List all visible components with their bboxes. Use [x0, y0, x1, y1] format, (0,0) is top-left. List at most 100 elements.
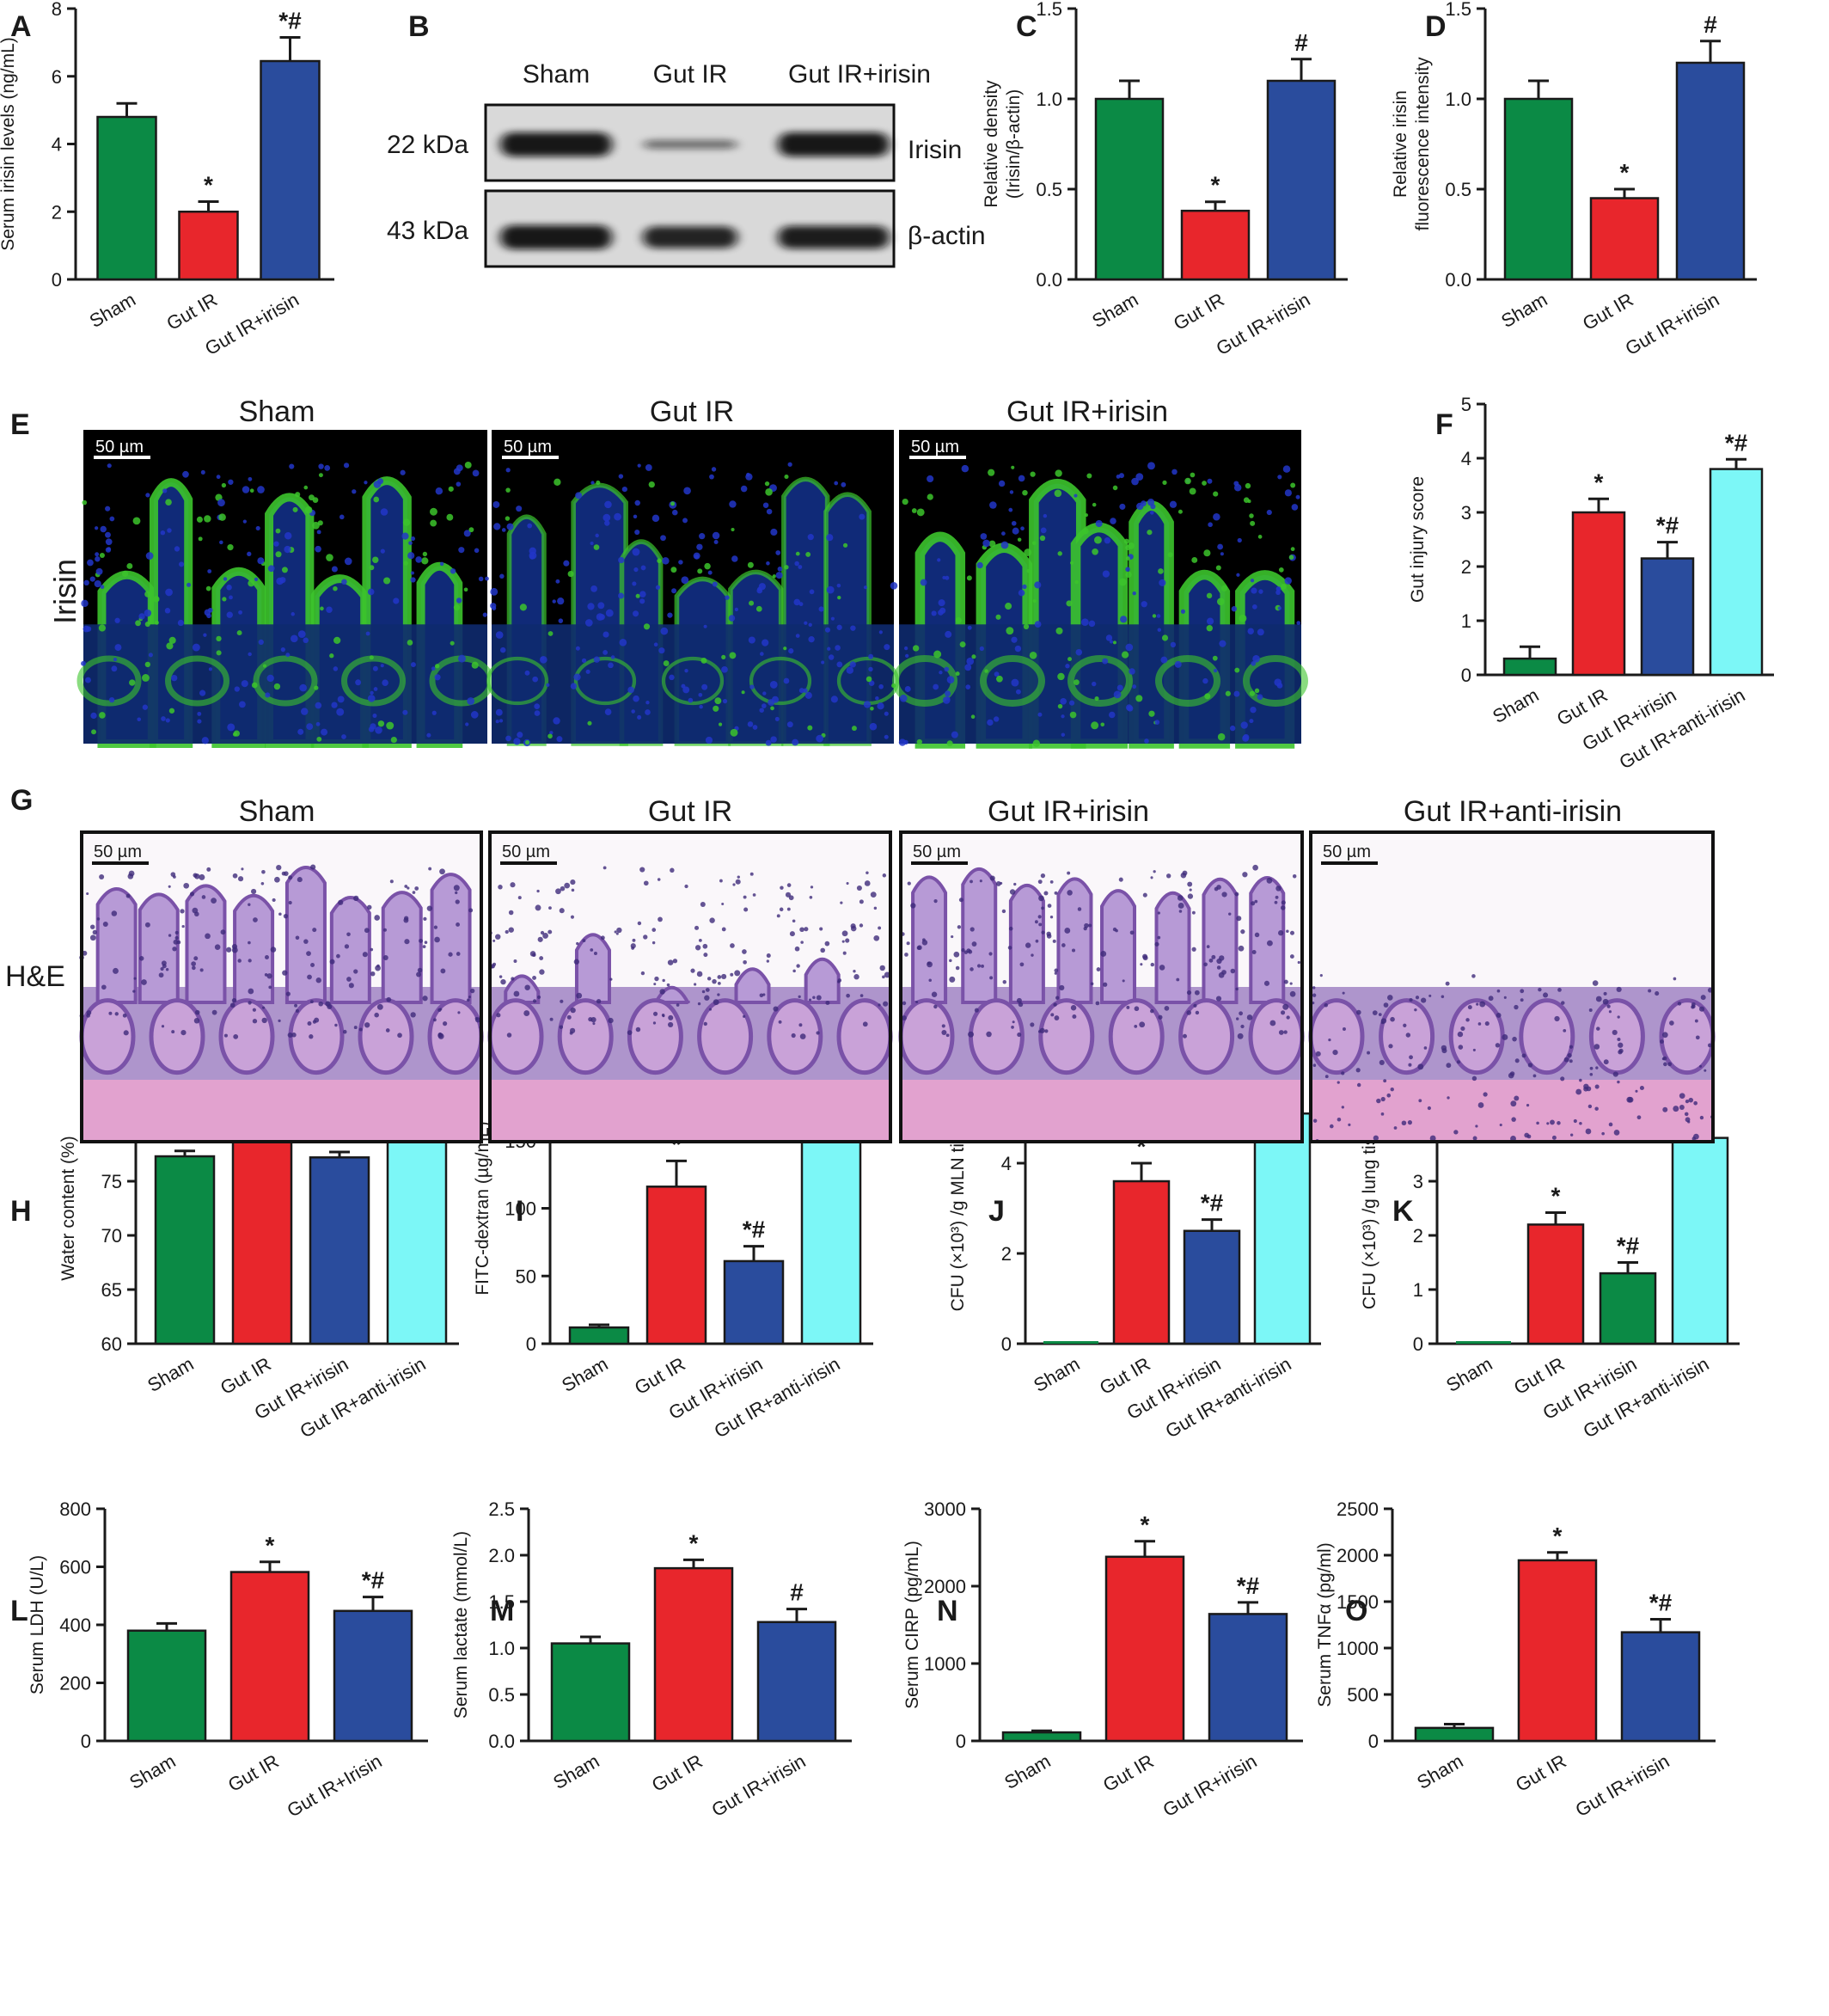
nucleus: [1178, 910, 1183, 913]
nucleus: [559, 1025, 564, 1029]
fluorescent-dot: [1057, 703, 1063, 709]
nucleus: [241, 867, 244, 871]
fluorescent-dot: [227, 723, 236, 732]
fluorescent-dot: [721, 654, 726, 659]
nucleus: [1471, 1075, 1477, 1082]
y-tick-label: 1.0: [1445, 89, 1471, 110]
nucleus: [1386, 995, 1393, 1001]
crypt: [1308, 998, 1365, 1075]
y-tick-label: 0: [52, 269, 62, 291]
nucleus: [1341, 1071, 1345, 1075]
fluorescent-dot: [553, 717, 560, 725]
nucleus: [252, 1008, 256, 1012]
x-tick-label: Sham: [1000, 1750, 1054, 1793]
fluorescent-dot: [468, 527, 474, 533]
nucleus: [268, 985, 272, 990]
fluorescent-dot: [285, 653, 291, 658]
fluorescent-dot: [105, 506, 111, 512]
fluorescent-dot: [1208, 522, 1213, 528]
nucleus: [922, 938, 926, 942]
nucleus: [90, 924, 95, 929]
fluorescent-dot: [1203, 549, 1211, 557]
nucleus: [1538, 988, 1542, 992]
scale-bar: 50 µm: [92, 843, 149, 865]
x-tick-label: Gut IR: [1099, 1750, 1158, 1796]
nucleus: [743, 1014, 746, 1018]
nucleus: [168, 885, 171, 888]
nucleus: [426, 905, 433, 911]
nucleus: [759, 993, 764, 998]
fluorescent-dot: [1125, 545, 1131, 551]
nucleus: [291, 1033, 297, 1038]
fluorescent-dot: [755, 605, 762, 612]
nucleus: [283, 914, 289, 919]
significance-mark: *: [689, 1529, 699, 1556]
nucleus: [883, 1001, 889, 1007]
fluorescent-dot: [1141, 601, 1147, 608]
fluorescent-dot: [1147, 462, 1155, 470]
fluorescent-dot: [200, 469, 205, 475]
nucleus: [662, 1014, 665, 1018]
fluorescent-dot: [721, 665, 728, 673]
nucleus: [1699, 1115, 1704, 1120]
nucleus: [1378, 1013, 1382, 1016]
muscle-layer: [490, 1080, 890, 1142]
fluorescent-dot: [898, 738, 907, 746]
nucleus: [1008, 926, 1013, 931]
fluorescent-dot: [1030, 471, 1036, 477]
nucleus: [988, 952, 993, 956]
nucleus: [1550, 1119, 1555, 1125]
villus: [284, 866, 327, 1004]
nucleus: [303, 939, 309, 944]
nucleus: [1054, 968, 1059, 973]
fluorescent-dot: [492, 500, 500, 508]
fluorescent-dot: [558, 618, 564, 623]
nucleus: [1546, 1122, 1550, 1125]
bar-gut-ir-irisin: [1675, 61, 1746, 281]
fluorescent-dot: [326, 606, 333, 613]
nucleus: [1673, 977, 1677, 981]
fluorescent-dot: [869, 722, 878, 731]
x-tick-label: Gut IR: [1512, 1750, 1570, 1796]
fluorescent-dot: [247, 551, 252, 557]
nucleus: [789, 931, 795, 937]
fluorescent-dot: [369, 655, 374, 660]
fluorescent-dot: [1162, 480, 1167, 485]
fluorescent-dot: [1144, 738, 1149, 744]
nucleus: [1475, 1124, 1478, 1128]
fluorescent-dot: [386, 721, 395, 730]
nucleus: [850, 925, 857, 932]
fluorescent-dot: [1213, 512, 1220, 521]
nucleus: [295, 935, 300, 941]
fluorescent-dot: [942, 575, 946, 580]
y-axis-label: FITC-dextran (µg/mL): [473, 1121, 492, 1295]
bar-gut-ir: [653, 1566, 734, 1743]
y-tick-label: 0: [1001, 1333, 1012, 1355]
nucleus: [928, 978, 932, 983]
nucleus: [878, 926, 882, 930]
crypt: [165, 655, 229, 707]
nucleus: [1292, 874, 1297, 879]
nucleus: [1453, 1130, 1459, 1135]
nucleus: [576, 941, 579, 946]
fluorescent-dot: [795, 634, 800, 638]
nucleus: [902, 1015, 907, 1021]
nucleus: [1495, 1043, 1501, 1048]
nucleus: [1251, 950, 1257, 955]
nucleus: [866, 871, 869, 875]
nucleus: [961, 948, 965, 953]
nucleus: [1040, 873, 1046, 879]
significance-mark: *: [1137, 1133, 1147, 1160]
panel-letter: E: [10, 408, 30, 441]
fluorescent-dot: [165, 499, 172, 506]
fluorescent-dot: [95, 556, 101, 562]
fluorescent-dot: [766, 508, 773, 515]
fluorescent-dot: [1082, 527, 1089, 535]
nucleus: [138, 956, 144, 961]
fluorescent-dot: [633, 514, 638, 519]
nucleus: [410, 1012, 416, 1018]
nucleus: [884, 971, 890, 978]
nucleus: [1191, 910, 1196, 915]
fluorescent-dot: [1154, 720, 1160, 725]
